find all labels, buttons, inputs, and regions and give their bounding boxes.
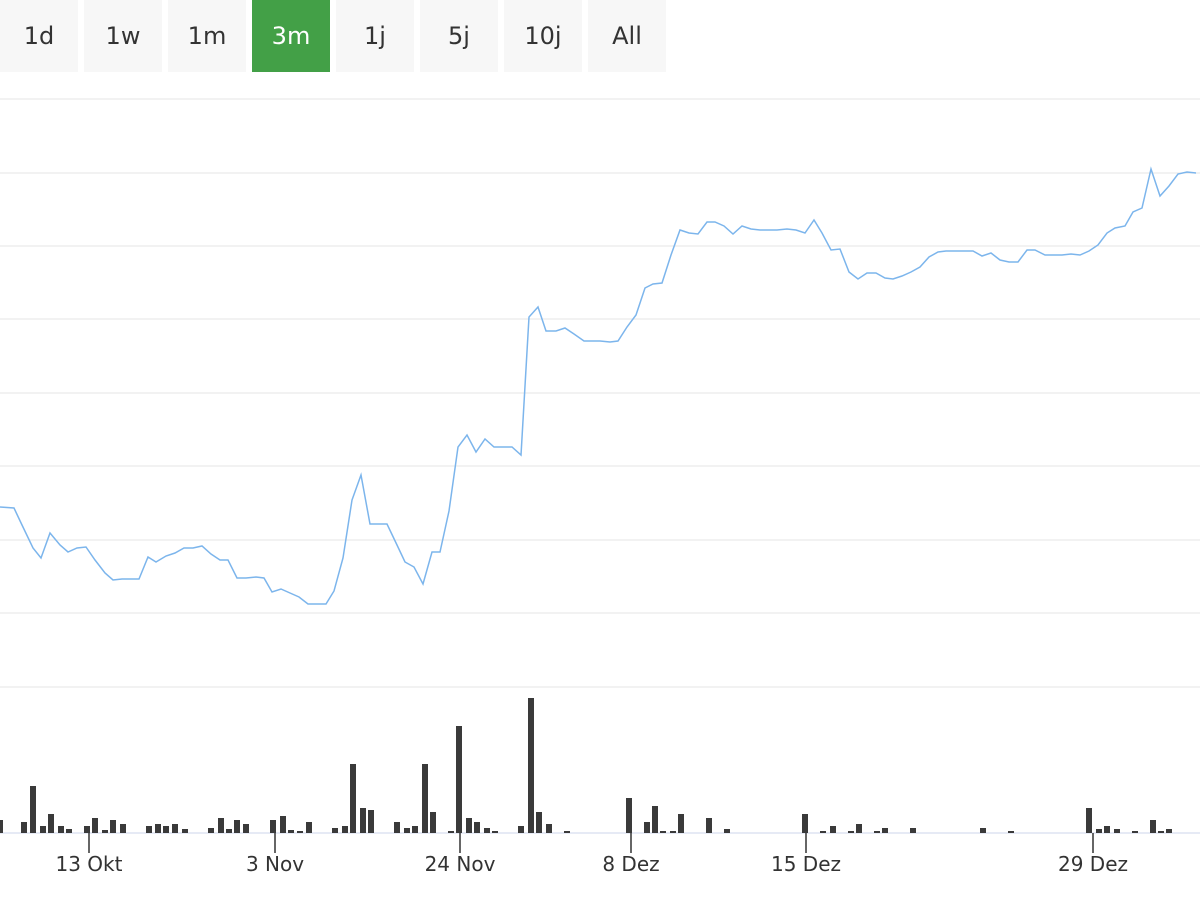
volume-bar xyxy=(422,764,428,833)
volume-bar xyxy=(564,831,570,833)
volume-bar xyxy=(1104,826,1110,833)
range-button[interactable]: All xyxy=(588,0,666,72)
volume-bar xyxy=(980,828,986,833)
volume-bar xyxy=(66,829,72,833)
volume-bar xyxy=(1150,820,1156,833)
volume-bar xyxy=(120,824,126,833)
volume-bar xyxy=(280,816,286,833)
volume-bar xyxy=(155,824,161,833)
range-button[interactable]: 10j xyxy=(504,0,582,72)
range-selector: 1d 1w 1m 3m 1j 5j 10j All xyxy=(0,0,666,72)
volume-bar xyxy=(30,786,36,833)
volume-bar xyxy=(660,831,666,833)
volume-bar xyxy=(882,828,888,833)
price-line xyxy=(0,166,1197,605)
volume-bar xyxy=(0,820,3,833)
volume-bar xyxy=(84,826,90,833)
volume-bar xyxy=(830,826,836,833)
volume-bar xyxy=(208,828,214,833)
volume-bar xyxy=(332,828,338,833)
volume-bar xyxy=(1114,829,1120,833)
x-tick-label: 15 Dez xyxy=(771,852,841,876)
range-button[interactable]: 1j xyxy=(336,0,414,72)
volume-bar xyxy=(102,830,108,833)
volume-bar xyxy=(368,810,374,833)
volume-bar xyxy=(626,798,632,833)
volume-bar xyxy=(492,831,498,833)
volume-bar xyxy=(404,828,410,833)
volume-bar xyxy=(856,824,862,833)
volume-bar xyxy=(243,824,249,833)
volume-bar xyxy=(288,830,294,833)
volume-bar xyxy=(456,726,462,833)
volume-bar xyxy=(448,831,454,833)
volume-bar xyxy=(394,822,400,833)
volume-bar xyxy=(1008,831,1014,833)
volume-bar xyxy=(802,814,808,833)
volume-bar xyxy=(234,820,240,833)
volume-bar xyxy=(92,818,98,833)
x-tick-label: 29 Dez xyxy=(1058,852,1128,876)
volume-bar xyxy=(1096,829,1102,833)
volume-bar xyxy=(297,831,303,833)
volume-bar xyxy=(40,826,46,833)
range-button[interactable]: 1d xyxy=(0,0,78,72)
volume-bar xyxy=(306,822,312,833)
volume-bar xyxy=(484,828,490,833)
volume-bar xyxy=(820,831,826,833)
volume-bar xyxy=(430,812,436,833)
volume-bar xyxy=(163,826,169,833)
volume-bar xyxy=(58,826,64,833)
volume-bar xyxy=(226,829,232,833)
volume-bar xyxy=(48,814,54,833)
volume-bar xyxy=(466,818,472,833)
range-button[interactable]: 1m xyxy=(168,0,246,72)
volume-bar xyxy=(110,820,116,833)
volume-bar xyxy=(1166,829,1172,833)
volume-bar xyxy=(412,826,418,833)
volume-bar xyxy=(342,826,348,833)
volume-bar xyxy=(218,818,224,833)
volume-bar xyxy=(1086,808,1092,833)
volume-bar xyxy=(678,814,684,833)
volume-bar xyxy=(270,820,276,833)
x-tick-label: 13 Okt xyxy=(56,852,123,876)
volume-bar xyxy=(848,831,854,833)
volume-bar xyxy=(350,764,356,833)
volume-bar xyxy=(536,812,542,833)
volume-bar xyxy=(1132,831,1138,833)
volume-bar xyxy=(724,829,730,833)
volume-bar xyxy=(910,828,916,833)
volume-bar xyxy=(1158,831,1164,833)
range-button[interactable]: 3m xyxy=(252,0,330,72)
x-tick-label: 3 Nov xyxy=(246,852,304,876)
x-tick-label: 24 Nov xyxy=(425,852,496,876)
volume-bar xyxy=(644,822,650,833)
volume-bar xyxy=(874,831,880,833)
volume-bar xyxy=(652,806,658,833)
volume-bar xyxy=(146,826,152,833)
volume-bar xyxy=(21,822,27,833)
volume-bar xyxy=(172,824,178,833)
volume-bar xyxy=(474,822,480,833)
volume-bar xyxy=(706,818,712,833)
range-button[interactable]: 5j xyxy=(420,0,498,72)
volume-bar xyxy=(528,698,534,833)
volume-bar xyxy=(518,826,524,833)
x-tick-label: 8 Dez xyxy=(602,852,659,876)
range-button[interactable]: 1w xyxy=(84,0,162,72)
volume-bar xyxy=(182,829,188,833)
volume-bar xyxy=(546,824,552,833)
volume-bar xyxy=(360,808,366,833)
volume-bar xyxy=(670,831,676,833)
